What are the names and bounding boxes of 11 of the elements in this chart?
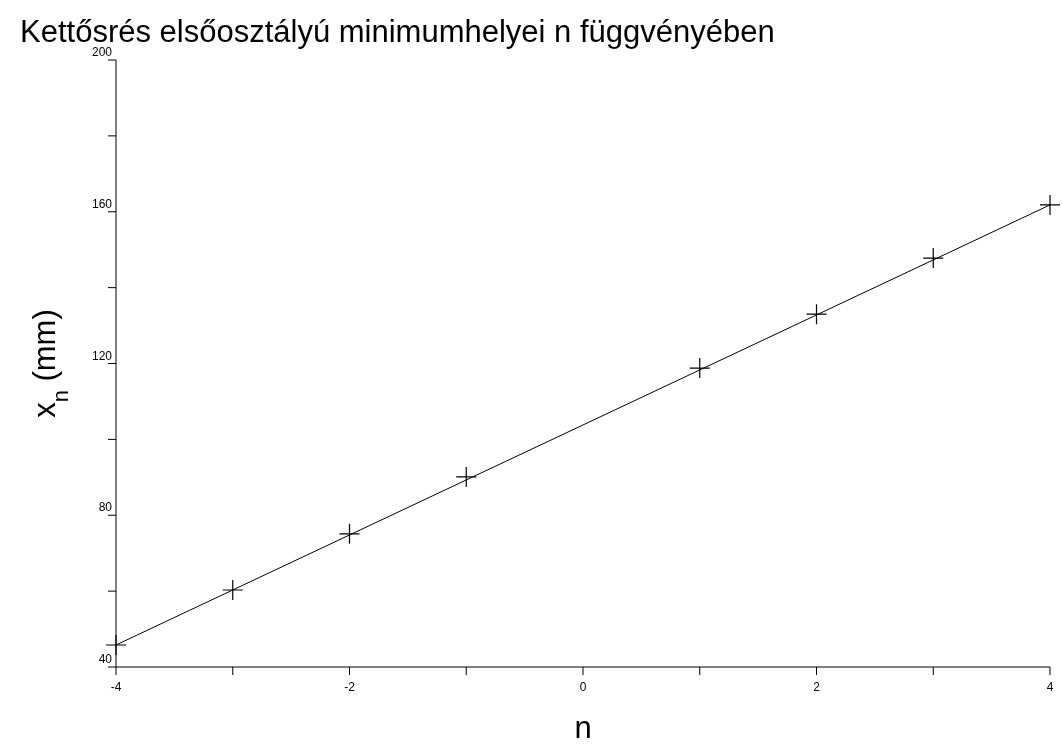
x-tick-label: -4 — [110, 680, 122, 694]
x-tick-label: 2 — [813, 680, 821, 694]
y-tick-label: 160 — [91, 196, 113, 211]
x-tick-label: 4 — [1046, 680, 1054, 694]
y-tick-label: 40 — [98, 652, 113, 666]
x-axis-title: n — [574, 710, 592, 745]
y-tick-label: 200 — [91, 45, 113, 59]
y-tick-label: 80 — [98, 500, 113, 515]
y-tick-label: 120 — [91, 348, 113, 363]
x-tick-label: -2 — [344, 680, 356, 694]
x-tick-label: 0 — [579, 680, 587, 694]
